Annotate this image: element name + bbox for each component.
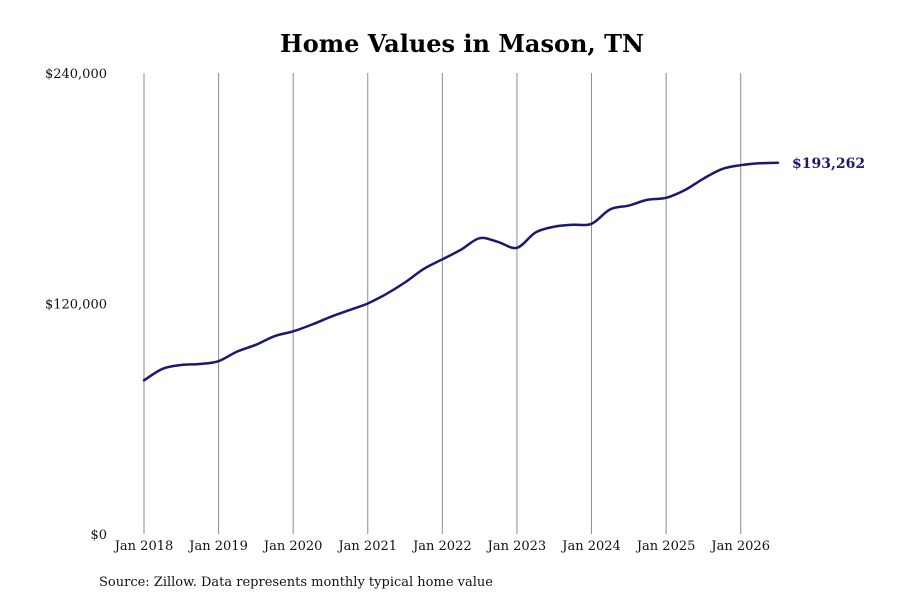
x-tick-label: Jan 2026	[709, 539, 770, 554]
y-tick-label: $120,000	[45, 298, 107, 313]
x-tick-label: Jan 2023	[486, 539, 547, 554]
x-tick-label: Jan 2024	[560, 539, 621, 554]
y-axis-tick-labels: $0 $120,000 $240,000	[45, 67, 107, 543]
x-tick-label: Jan 2019	[187, 539, 248, 554]
grid-lines	[143, 73, 742, 534]
y-tick-label: $240,000	[45, 67, 107, 82]
series-line	[142, 161, 780, 382]
y-tick-label: $0	[90, 528, 107, 543]
source-note: Source: Zillow. Data represents monthly …	[99, 575, 493, 590]
chart-title: Home Values in Mason, TN	[280, 29, 644, 58]
x-tick-label: Jan 2018	[113, 539, 174, 554]
x-tick-label: Jan 2025	[635, 539, 696, 554]
latest-value-label: $193,262	[792, 156, 865, 172]
x-tick-label: Jan 2022	[411, 539, 472, 554]
x-tick-label: Jan 2020	[262, 539, 323, 554]
x-axis-tick-labels: Jan 2018 Jan 2019 Jan 2020 Jan 2021 Jan 2022…	[113, 539, 770, 554]
x-tick-label: Jan 2021	[336, 539, 397, 554]
